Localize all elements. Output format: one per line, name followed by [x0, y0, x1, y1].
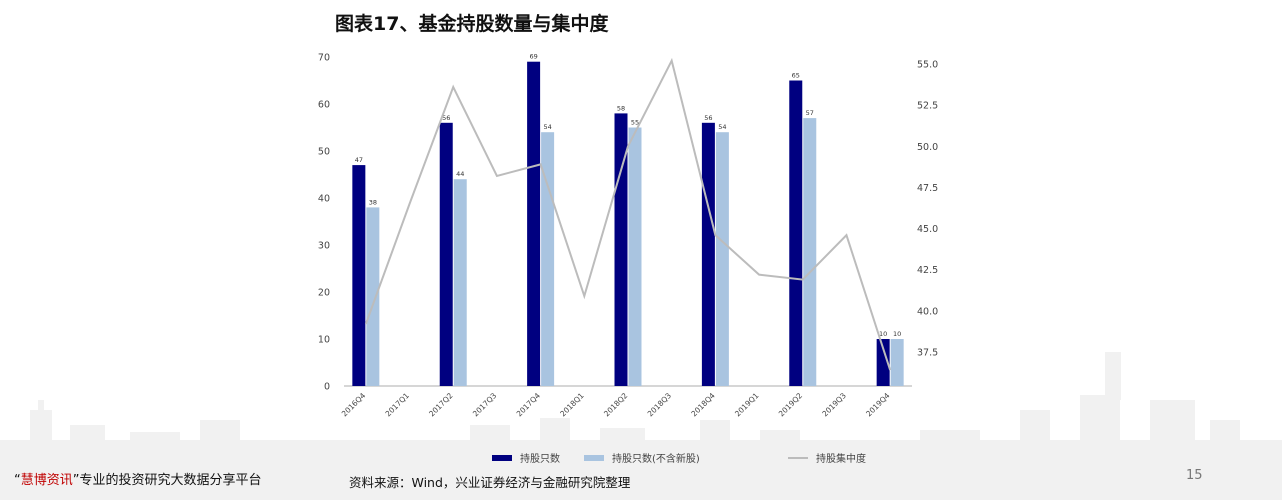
y-left-tick-20: 20	[318, 288, 330, 299]
bar-持股只数不含新股-2019Q4	[890, 339, 904, 386]
bar-label-持股只数-2017Q4: 69	[529, 53, 537, 61]
y-right-tick-52.5: 52.5	[917, 101, 938, 112]
bar-持股只数-2019Q2	[789, 80, 803, 386]
bar-label-持股只数-2016Q4: 47	[355, 156, 363, 164]
bar-持股只数-2017Q2	[439, 122, 453, 387]
chart-title: 图表17、基金持股数量与集中度	[335, 13, 609, 35]
bar-持股只数-2019Q4	[876, 339, 890, 386]
y-right-tick-45.0: 45.0	[917, 224, 938, 235]
bars	[352, 61, 904, 387]
x-tick-2018Q3: 2018Q3	[646, 391, 674, 419]
legend: 持股只数 持股只数(不含新股) 持股集中度	[492, 452, 866, 465]
bar-持股只数-2017Q4	[527, 61, 541, 386]
bar-持股只数-2018Q4	[701, 122, 715, 387]
bar-label-持股只数不含新股-2018Q2: 55	[631, 119, 639, 127]
y-axis-right: 37.5 40.0 42.5 45.0 47.5 50.0 52.5 55.0	[917, 60, 938, 359]
source-note: 资料来源：Wind，兴业证券经济与金融研究院整理	[349, 475, 631, 490]
y-left-tick-10: 10	[318, 335, 330, 346]
y-left-tick-40: 40	[318, 194, 330, 205]
bar-label-持股只数不含新股-2019Q2: 57	[806, 109, 814, 117]
y-right-tick-42.5: 42.5	[917, 265, 938, 276]
y-axis-left: 0 10 20 30 40 50 60 70	[318, 53, 330, 393]
x-tick-2018Q4: 2018Q4	[689, 391, 717, 419]
bar-持股只数不含新股-2019Q2	[803, 118, 817, 386]
bar-label-持股只数-2018Q4: 56	[704, 114, 712, 122]
bar-持股只数不含新股-2018Q4	[715, 132, 729, 386]
bar-label-持股只数-2019Q2: 65	[792, 72, 800, 80]
page-number: 15	[1186, 468, 1203, 483]
x-tick-2019Q2: 2019Q2	[777, 391, 805, 419]
legend-swatch-持股只数	[492, 455, 512, 461]
y-right-tick-37.5: 37.5	[917, 348, 938, 359]
y-left-tick-60: 60	[318, 100, 330, 111]
legend-label-持股只数: 持股只数	[520, 452, 560, 465]
x-tick-2018Q1: 2018Q1	[558, 391, 586, 419]
legend-label-持股只数不含新股: 持股只数(不含新股)	[612, 452, 700, 465]
x-tick-2017Q3: 2017Q3	[471, 391, 499, 419]
footer-brand: “慧博资讯”专业的投资研究大数据分享平台	[14, 473, 262, 488]
bar-label-持股只数不含新股-2018Q4: 54	[718, 123, 726, 131]
y-left-tick-30: 30	[318, 241, 330, 252]
series-line-持股集中度	[364, 57, 892, 371]
x-tick-2017Q4: 2017Q4	[515, 391, 543, 419]
bar-持股只数不含新股-2016Q4	[366, 207, 380, 386]
bar-label-持股只数不含新股-2017Q2: 44	[456, 170, 464, 178]
bar-持股只数不含新股-2017Q2	[453, 179, 467, 386]
bar-labels: 47 38 56 44 69 54 58 55 56 54 65 57 10 10	[355, 53, 902, 338]
bar-label-持股只数不含新股-2019Q4: 10	[893, 330, 901, 338]
bar-持股只数-2016Q4	[352, 165, 366, 386]
bar-label-持股只数-2018Q2: 58	[617, 104, 625, 112]
bar-label-持股只数不含新股-2016Q4: 38	[369, 198, 377, 206]
legend-label-持股集中度: 持股集中度	[816, 452, 866, 465]
bar-持股只数不含新股-2018Q2	[628, 127, 642, 386]
y-right-tick-50.0: 50.0	[917, 142, 938, 153]
brand-name: 慧博资讯	[20, 473, 73, 488]
x-tick-2017Q1: 2017Q1	[384, 391, 412, 419]
y-right-tick-55.0: 55.0	[917, 60, 938, 71]
x-tick-2018Q2: 2018Q2	[602, 391, 630, 419]
x-tick-2017Q2: 2017Q2	[427, 391, 455, 419]
x-tick-2016Q4: 2016Q4	[340, 391, 368, 419]
bar-label-持股只数不含新股-2017Q4: 54	[543, 123, 551, 131]
legend-swatch-持股只数不含新股	[584, 455, 604, 461]
y-right-tick-47.5: 47.5	[917, 183, 938, 194]
x-tick-labels: 2016Q4 2017Q1 2017Q2 2017Q3 2017Q4 2018Q1 2018…	[340, 391, 892, 419]
x-tick-2019Q4: 2019Q4	[864, 391, 892, 419]
y-right-tick-40.0: 40.0	[917, 306, 938, 317]
slogan: 专业的投资研究大数据分享平台	[79, 473, 262, 488]
x-tick-2019Q3: 2019Q3	[820, 391, 848, 419]
x-tick-2019Q1: 2019Q1	[733, 391, 761, 419]
bar-label-持股只数-2017Q2: 56	[442, 114, 450, 122]
bar-label-持股只数-2019Q4: 10	[879, 330, 887, 338]
y-left-tick-70: 70	[318, 53, 330, 64]
y-left-tick-50: 50	[318, 147, 330, 158]
y-left-tick-0: 0	[324, 382, 330, 393]
